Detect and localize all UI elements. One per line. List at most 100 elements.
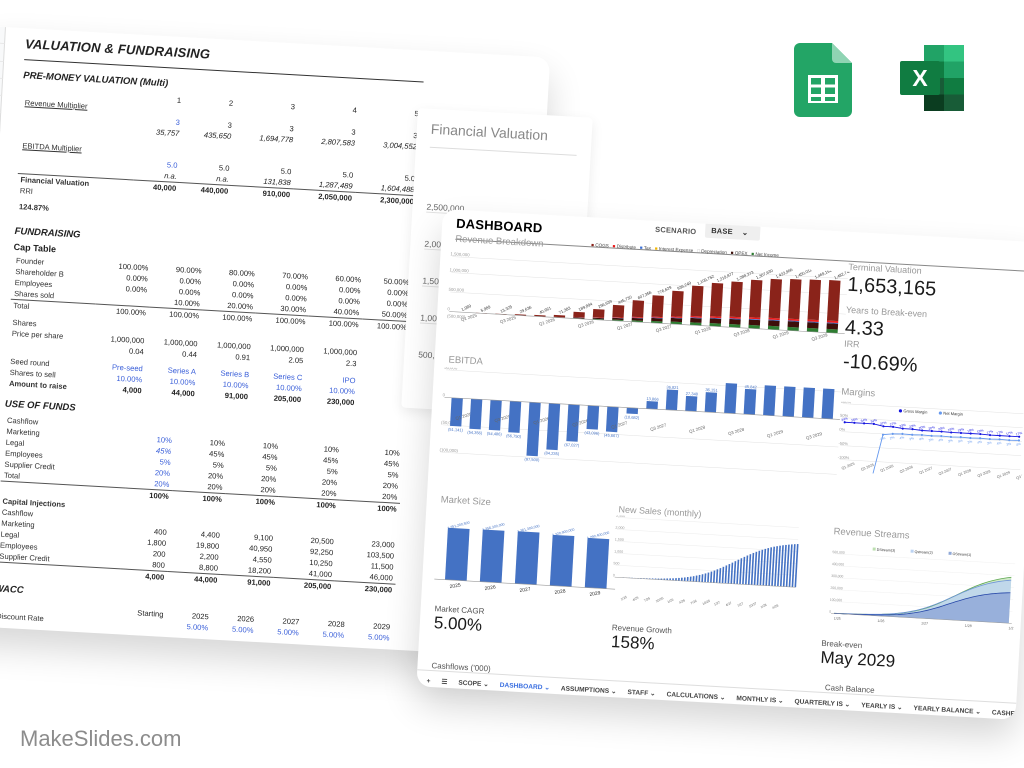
svg-text:1,500,000: 1,500,000 (450, 251, 470, 257)
svg-text:34%: 34% (841, 416, 849, 422)
svg-text:7/27: 7/27 (737, 601, 745, 608)
svg-text:3%: 3% (948, 438, 954, 443)
svg-text:(10,682): (10,682) (624, 414, 640, 420)
svg-text:27%: 27% (880, 420, 888, 426)
svg-text:Q1 2028: Q1 2028 (957, 468, 971, 477)
svg-text:36,151: 36,151 (705, 387, 718, 393)
svg-text:2026: 2026 (484, 584, 496, 592)
svg-text:23%: 23% (899, 423, 907, 429)
svg-text:13,866: 13,866 (646, 396, 659, 402)
svg-text:20%: 20% (938, 426, 946, 432)
svg-text:2025: 2025 (449, 582, 461, 590)
svg-text:X: X (912, 65, 928, 91)
svg-text:Q1 2028: Q1 2028 (689, 424, 707, 434)
svg-text:607,356: 607,356 (637, 289, 653, 300)
svg-text:17%: 17% (1015, 431, 1023, 437)
svg-text:19%: 19% (967, 428, 975, 434)
svg-text:40,661: 40,661 (538, 305, 552, 315)
svg-text:27%: 27% (889, 421, 897, 427)
svg-text:3%: 3% (909, 436, 915, 441)
svg-text:0: 0 (829, 610, 831, 614)
svg-text:776,629: 776,629 (657, 284, 673, 295)
svg-text:Q3 2027: Q3 2027 (938, 467, 952, 476)
svg-text:Q3 2026: Q3 2026 (899, 465, 913, 474)
svg-text:17%: 17% (986, 429, 994, 435)
svg-text:(100,000): (100,000) (439, 447, 458, 453)
svg-text:76,760: 76,760 (784, 369, 797, 375)
svg-text:2,500: 2,500 (616, 515, 625, 518)
svg-text:1/25: 1/25 (834, 616, 841, 620)
svg-text:2028: 2028 (554, 588, 566, 596)
svg-text:5,989: 5,989 (480, 304, 492, 313)
svg-text:Q1 2025: Q1 2025 (841, 462, 855, 471)
svg-text:45,842: 45,842 (745, 384, 758, 390)
svg-text:Q1 2026: Q1 2026 (538, 317, 556, 327)
svg-text:4/26: 4/26 (678, 598, 686, 605)
svg-text:1,000: 1,000 (614, 549, 623, 553)
svg-text:(43,096): (43,096) (584, 430, 600, 436)
svg-text:10/26: 10/26 (702, 599, 711, 606)
svg-text:1/25: 1/25 (620, 595, 628, 602)
svg-text:(45,667): (45,667) (604, 432, 620, 438)
svg-text:Q3 2028: Q3 2028 (977, 469, 991, 478)
svg-text:Q3 2026: Q3 2026 (577, 319, 595, 329)
svg-text:29,636: 29,636 (519, 304, 533, 314)
svg-text:10/27: 10/27 (748, 601, 757, 608)
svg-text:1/28: 1/28 (965, 624, 972, 628)
svg-text:Q3 2027: Q3 2027 (650, 422, 668, 432)
svg-text:Q1 2027: Q1 2027 (616, 321, 634, 331)
svg-text:Q1 2029: Q1 2029 (772, 330, 790, 340)
svg-text:100,000: 100,000 (830, 598, 843, 603)
svg-text:36,821: 36,821 (666, 384, 679, 390)
svg-text:Q3 2029: Q3 2029 (1016, 472, 1024, 481)
svg-text:300,000: 300,000 (831, 574, 844, 579)
svg-text:Net Margin: Net Margin (943, 411, 963, 417)
svg-text:1,219,877: 1,219,877 (716, 271, 735, 283)
svg-text:1/27: 1/27 (921, 621, 928, 625)
svg-text:1,989: 1,989 (460, 303, 472, 312)
svg-text:4%: 4% (977, 440, 983, 445)
svg-text:Q3 2028: Q3 2028 (727, 427, 745, 437)
svg-text:Q1 2027: Q1 2027 (919, 466, 933, 475)
svg-text:500,000: 500,000 (448, 287, 464, 293)
svg-text:23%: 23% (909, 423, 917, 429)
svg-text:(51,141): (51,141) (448, 427, 464, 433)
svg-text:4/27: 4/27 (725, 601, 733, 608)
svg-text:1,450,011: 1,450,011 (794, 267, 813, 279)
svg-text:189,894: 189,894 (578, 301, 594, 312)
svg-text:-50%: -50% (838, 441, 848, 447)
svg-text:3%: 3% (1006, 442, 1012, 447)
svg-text:10/25: 10/25 (655, 596, 664, 603)
svg-text:82,270: 82,270 (804, 367, 817, 373)
svg-text:17%: 17% (996, 430, 1004, 436)
svg-text:-3%: -3% (879, 436, 886, 442)
svg-text:74,920: 74,920 (726, 367, 739, 372)
svg-text:400,000: 400,000 (832, 562, 845, 567)
svg-text:DStream(3): DStream(3) (877, 548, 896, 553)
svg-text:1,500: 1,500 (615, 538, 624, 542)
svg-text:(54,356): (54,356) (467, 430, 483, 436)
svg-text:84,781: 84,781 (824, 367, 837, 372)
svg-text:4/28: 4/28 (772, 603, 780, 610)
svg-text:4%: 4% (957, 439, 963, 444)
svg-text:200,000: 200,000 (830, 586, 843, 591)
svg-text:34%: 34% (860, 417, 868, 423)
svg-text:4%: 4% (938, 437, 944, 442)
svg-text:Q1 2029: Q1 2029 (996, 470, 1010, 479)
svg-text:1,423,966: 1,423,966 (775, 267, 794, 279)
svg-text:Q1 2029: Q1 2029 (766, 429, 784, 439)
svg-text:100%: 100% (841, 402, 852, 405)
svg-text:2%: 2% (889, 435, 895, 440)
svg-text:1/26: 1/26 (877, 619, 884, 623)
svg-text:1,367,630: 1,367,630 (755, 268, 774, 280)
svg-text:4%: 4% (1016, 442, 1022, 447)
svg-text:Q3 2028: Q3 2028 (733, 328, 751, 338)
svg-text:Q1 2028: Q1 2028 (694, 326, 712, 336)
svg-text:34%: 34% (850, 417, 858, 423)
svg-text:74,087: 74,087 (765, 370, 778, 376)
svg-text:936,249: 936,249 (676, 280, 692, 291)
svg-text:(54,486): (54,486) (487, 431, 503, 437)
svg-text:2029: 2029 (589, 590, 601, 598)
svg-text:19%: 19% (957, 427, 965, 433)
svg-text:13,325: 13,325 (499, 304, 513, 314)
